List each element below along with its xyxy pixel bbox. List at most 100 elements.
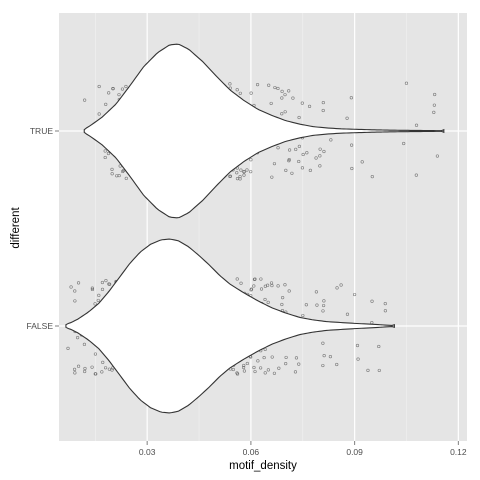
data-point	[259, 277, 263, 281]
data-point	[284, 355, 288, 360]
data-point	[272, 162, 277, 166]
data-point	[252, 365, 256, 370]
data-point	[314, 156, 318, 160]
data-point	[321, 100, 325, 105]
data-point	[266, 300, 270, 304]
data-point	[104, 102, 108, 107]
data-point	[294, 147, 298, 151]
data-point	[73, 289, 77, 293]
data-point	[103, 155, 107, 160]
data-point	[270, 355, 274, 359]
data-point	[96, 298, 100, 303]
data-point	[228, 174, 232, 178]
data-point	[253, 369, 257, 374]
data-point	[432, 110, 436, 114]
data-point	[322, 354, 326, 358]
data-point	[83, 366, 87, 371]
data-point	[101, 360, 105, 364]
data-point	[76, 281, 81, 285]
data-point	[90, 365, 94, 369]
data-point	[235, 88, 239, 92]
data-point	[124, 84, 128, 89]
data-point	[120, 87, 125, 91]
data-point	[100, 287, 105, 292]
data-point	[83, 98, 87, 102]
data-point	[280, 96, 284, 100]
data-point	[360, 160, 364, 164]
data-point	[277, 366, 281, 370]
x-tick-label: 0.03	[139, 447, 156, 457]
data-point	[259, 366, 263, 370]
data-point	[366, 368, 370, 373]
data-point	[75, 335, 80, 340]
data-point	[290, 171, 294, 175]
data-point	[242, 369, 247, 373]
data-point	[104, 279, 108, 283]
y-tick-label: TRUE	[30, 126, 53, 136]
data-point	[370, 299, 374, 303]
data-point	[69, 285, 73, 289]
data-point	[314, 290, 318, 294]
data-point	[287, 148, 292, 152]
data-point	[249, 170, 253, 174]
data-point	[242, 170, 246, 174]
data-point	[110, 167, 114, 171]
data-point	[284, 362, 288, 366]
data-point	[318, 154, 322, 158]
data-point	[318, 164, 322, 168]
data-point	[321, 108, 325, 113]
data-point	[404, 81, 409, 85]
data-point	[267, 83, 271, 87]
data-point	[269, 101, 273, 106]
data-point	[335, 286, 339, 290]
data-point	[370, 175, 374, 179]
data-point	[287, 158, 291, 162]
data-point	[414, 123, 419, 127]
data-point	[350, 143, 354, 147]
data-point	[249, 158, 253, 162]
data-point	[255, 83, 260, 87]
data-point	[263, 371, 267, 375]
data-point	[124, 176, 128, 180]
data-point	[97, 112, 101, 116]
data-point	[93, 352, 98, 356]
data-point	[270, 175, 274, 179]
data-point	[308, 168, 312, 172]
violin-false	[65, 238, 395, 414]
data-point	[242, 363, 246, 368]
data-point	[283, 283, 287, 287]
data-point	[241, 365, 246, 370]
data-point	[345, 312, 350, 316]
violin-true	[83, 43, 445, 219]
data-point	[94, 372, 98, 376]
data-point	[228, 82, 232, 86]
data-point	[110, 172, 114, 176]
data-point	[121, 169, 126, 173]
data-point	[117, 93, 121, 97]
data-point	[321, 363, 325, 368]
data-point	[72, 367, 77, 371]
data-point	[383, 309, 387, 313]
data-point	[377, 344, 381, 349]
data-point	[231, 367, 235, 372]
data-point	[73, 371, 77, 375]
data-point	[432, 103, 436, 107]
data-point	[273, 85, 277, 90]
data-point	[307, 104, 312, 109]
data-point	[100, 280, 104, 285]
data-point	[107, 367, 111, 371]
data-point	[321, 309, 325, 313]
data-point	[249, 91, 253, 95]
data-point	[297, 362, 301, 366]
data-point	[356, 357, 360, 361]
data-point	[318, 147, 322, 151]
data-point	[103, 149, 107, 153]
data-point	[82, 342, 87, 346]
y-tick-label: FALSE	[27, 321, 54, 331]
data-point	[110, 368, 114, 372]
data-point	[283, 110, 287, 114]
data-point	[383, 302, 387, 306]
data-point	[300, 101, 304, 105]
data-point	[76, 364, 81, 368]
data-point	[245, 168, 249, 172]
